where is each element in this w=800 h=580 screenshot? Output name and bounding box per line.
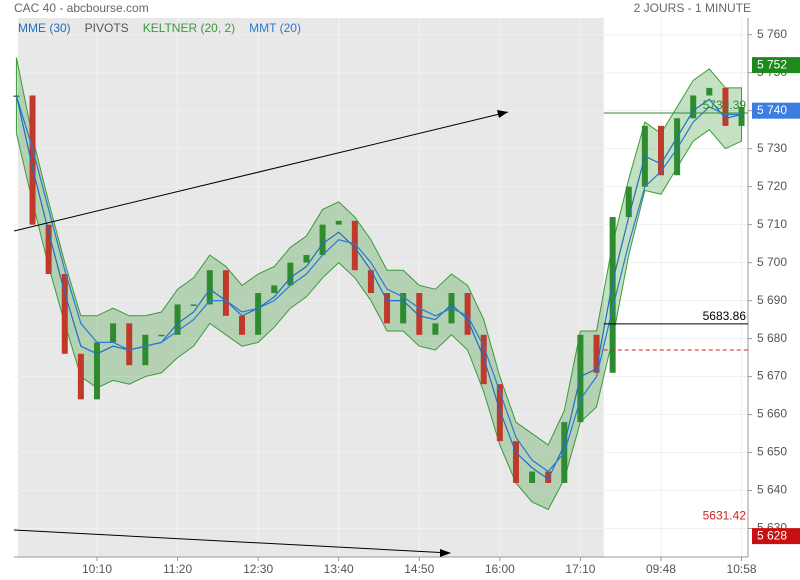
session-shade bbox=[18, 18, 604, 557]
candle bbox=[464, 293, 471, 335]
level-label: 5739.39 bbox=[703, 98, 747, 112]
candle bbox=[706, 87, 713, 96]
arrow-head bbox=[497, 110, 508, 118]
candle bbox=[255, 293, 262, 335]
candle bbox=[722, 87, 729, 126]
trend-line bbox=[13, 529, 451, 554]
candle bbox=[609, 217, 616, 373]
y-tick-label: 5 640 bbox=[757, 483, 787, 497]
x-tick-label: 11:20 bbox=[163, 562, 192, 576]
candle bbox=[126, 323, 133, 366]
price-tag bbox=[752, 528, 800, 545]
candle bbox=[174, 304, 181, 335]
keltner-band bbox=[15, 57, 743, 511]
candle bbox=[93, 342, 100, 400]
y-tick-label: 5 710 bbox=[757, 217, 787, 231]
y-tick-label: 5 650 bbox=[757, 445, 787, 459]
x-tick-label: 12:30 bbox=[243, 562, 273, 576]
candle bbox=[77, 353, 84, 400]
candle bbox=[206, 270, 213, 305]
y-tick-label: 5 690 bbox=[757, 293, 787, 307]
candle bbox=[287, 262, 294, 286]
arrow-head bbox=[440, 549, 451, 557]
y-tick-label: 5 720 bbox=[757, 179, 787, 193]
x-tick-label: 16:00 bbox=[485, 562, 515, 576]
candle bbox=[529, 471, 536, 483]
legend-entry: PIVOTS bbox=[85, 21, 129, 35]
candle bbox=[384, 293, 391, 324]
candle bbox=[45, 224, 52, 275]
level-label: 5683.86 bbox=[703, 309, 747, 323]
x-tick-label: 14:50 bbox=[404, 562, 434, 576]
price-tag bbox=[752, 57, 800, 74]
candle bbox=[222, 270, 229, 316]
candle bbox=[674, 118, 681, 176]
y-tick-label: 5 670 bbox=[757, 369, 787, 383]
candle bbox=[496, 384, 503, 442]
candle bbox=[416, 293, 423, 335]
legend-entry: MMT (20) bbox=[249, 21, 301, 35]
candle bbox=[190, 304, 197, 306]
candle bbox=[29, 95, 36, 225]
y-tick-label: 5 760 bbox=[757, 27, 787, 41]
chart-subtitle: 2 JOURS - 1 MINUTE bbox=[634, 1, 751, 15]
candle bbox=[239, 315, 246, 335]
candle bbox=[400, 293, 407, 324]
legend: MME (30) PIVOTS KELTNER (20, 2) MMT (20) bbox=[18, 21, 301, 35]
candle bbox=[319, 224, 326, 256]
chart-title: CAC 40 - abcbourse.com bbox=[14, 1, 149, 15]
y-tick-label: 5 730 bbox=[757, 141, 787, 155]
x-tick-label: 13:40 bbox=[324, 562, 354, 576]
candle bbox=[512, 441, 519, 483]
x-tick-label: 09:48 bbox=[646, 562, 676, 576]
trend-line bbox=[13, 111, 509, 232]
candle bbox=[351, 220, 358, 271]
candle bbox=[271, 285, 278, 294]
x-tick-label: 17:10 bbox=[565, 562, 595, 576]
candle bbox=[432, 323, 439, 335]
ma-line bbox=[15, 95, 742, 473]
price-tag-label: 5 752 bbox=[757, 57, 787, 71]
candle bbox=[545, 471, 552, 483]
y-tick-label: 5 680 bbox=[757, 331, 787, 345]
candle bbox=[593, 334, 600, 373]
candle bbox=[335, 220, 342, 225]
price-tag bbox=[752, 102, 800, 119]
candle bbox=[110, 323, 117, 343]
candle bbox=[690, 95, 697, 119]
candle bbox=[625, 186, 632, 218]
x-tick-label: 10:10 bbox=[82, 562, 112, 576]
candle bbox=[657, 125, 664, 176]
level-label: 5631.42 bbox=[703, 508, 747, 522]
candle bbox=[158, 334, 165, 337]
candle bbox=[61, 274, 68, 354]
candle bbox=[367, 270, 374, 294]
y-tick-label: 5 700 bbox=[757, 255, 787, 269]
candle bbox=[142, 334, 149, 366]
price-tag-label: 5 740 bbox=[757, 103, 787, 117]
price-tag-label: 5 628 bbox=[757, 528, 787, 542]
legend-entry: KELTNER (20, 2) bbox=[143, 21, 235, 35]
candle bbox=[738, 106, 745, 126]
plot-area bbox=[13, 18, 752, 561]
legend-entry: MME (30) bbox=[18, 21, 71, 35]
y-tick-label: 5 660 bbox=[757, 407, 787, 421]
x-tick-label: 10:58 bbox=[727, 562, 757, 576]
candle bbox=[303, 255, 310, 263]
